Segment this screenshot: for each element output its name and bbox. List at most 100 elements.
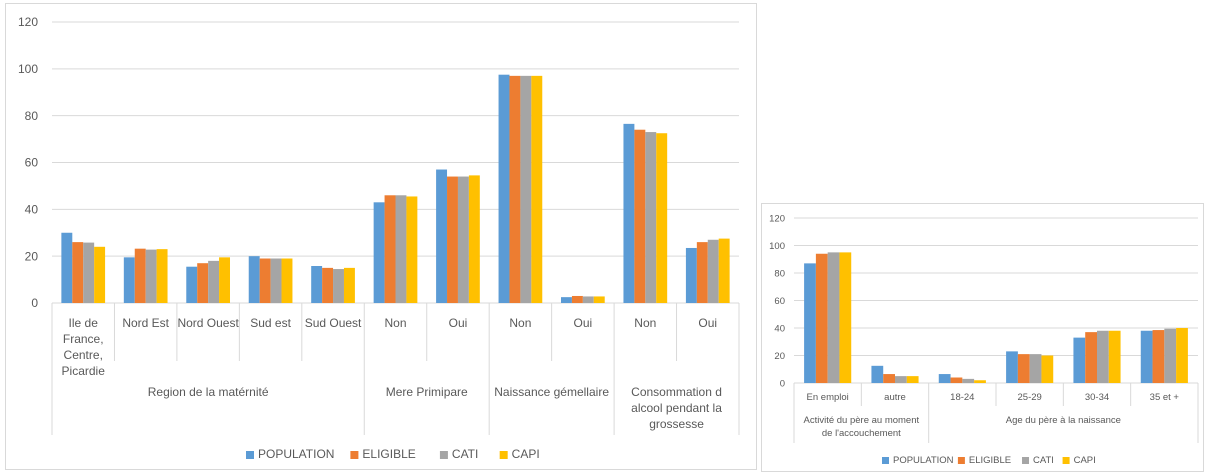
bar bbox=[145, 249, 157, 303]
bar bbox=[696, 242, 708, 303]
bar bbox=[498, 74, 510, 303]
bar bbox=[384, 195, 396, 303]
legend-label: ELIGIBLE bbox=[969, 455, 1011, 466]
legend-label: ELIGIBLE bbox=[362, 447, 415, 461]
chart-panel-father: 0 20 40 60 80 100 120 En emploi autre Activité du… bbox=[761, 203, 1204, 472]
y-tick-label: 20 bbox=[774, 351, 785, 362]
bar bbox=[1164, 328, 1177, 383]
bar bbox=[871, 365, 884, 383]
bar bbox=[593, 296, 605, 303]
bar bbox=[520, 75, 532, 303]
bar bbox=[1006, 351, 1018, 383]
y-tick-label: 120 bbox=[18, 15, 38, 29]
category-label: Nord Ouest bbox=[177, 316, 239, 330]
y-tick-label: 0 bbox=[780, 378, 785, 389]
bar bbox=[561, 297, 572, 303]
category-label: Sud est bbox=[250, 316, 291, 330]
y-tick-label: 60 bbox=[774, 296, 785, 307]
category-label: Picardie bbox=[62, 364, 106, 378]
bar bbox=[1176, 328, 1188, 383]
category-label: 18-24 bbox=[950, 392, 974, 403]
y-tick-label: 100 bbox=[769, 241, 785, 252]
legend-swatch bbox=[882, 457, 889, 464]
bar bbox=[1017, 354, 1030, 383]
bar bbox=[123, 257, 135, 303]
bar bbox=[634, 129, 646, 303]
chart-panel-main: 0 20 40 60 80 100 120 Ile de France, Centre, Picar… bbox=[5, 3, 757, 470]
bar bbox=[248, 256, 260, 303]
bar bbox=[468, 175, 480, 303]
bar bbox=[815, 253, 828, 383]
bar bbox=[839, 252, 852, 383]
category-label: Sud Ouest bbox=[305, 316, 362, 330]
legend-swatch bbox=[1022, 457, 1030, 464]
category-label: Non bbox=[384, 316, 406, 330]
bar bbox=[656, 133, 668, 303]
bar bbox=[134, 248, 146, 303]
legend-swatch bbox=[1062, 457, 1070, 464]
bar bbox=[623, 123, 635, 303]
y-tick-label: 80 bbox=[25, 109, 39, 123]
y-tick-label: 0 bbox=[31, 296, 38, 310]
bar bbox=[186, 266, 198, 303]
legend-label: CATI bbox=[1033, 455, 1054, 466]
bar bbox=[208, 260, 220, 303]
bar bbox=[950, 377, 963, 383]
bar bbox=[962, 378, 975, 383]
bar bbox=[94, 246, 106, 303]
bar bbox=[974, 380, 986, 383]
legend-label: CAPI bbox=[1074, 455, 1096, 466]
bar bbox=[1085, 332, 1097, 383]
bar bbox=[259, 258, 271, 303]
legend-swatch bbox=[499, 451, 508, 459]
bar bbox=[707, 239, 719, 303]
bar bbox=[827, 252, 840, 383]
bar bbox=[373, 202, 385, 303]
bar bbox=[895, 376, 907, 383]
legend-swatch bbox=[246, 451, 254, 459]
bar bbox=[281, 258, 293, 303]
group-label: Mere Primipare bbox=[386, 385, 468, 399]
y-tick-label: 40 bbox=[25, 203, 39, 217]
bar bbox=[645, 132, 657, 303]
bar bbox=[311, 266, 323, 303]
group-label: Naissance gémellaire bbox=[494, 385, 609, 399]
bar bbox=[436, 169, 448, 303]
category-label: France, bbox=[63, 332, 104, 346]
y-tick-label: 20 bbox=[25, 249, 39, 263]
category-label: Nord Est bbox=[122, 316, 169, 330]
group-label: Consommation d bbox=[631, 385, 722, 399]
bar bbox=[1073, 337, 1086, 383]
y-tick-label: 80 bbox=[774, 268, 785, 279]
bar bbox=[1097, 330, 1109, 383]
group-label: de l'accouchement bbox=[822, 428, 901, 439]
bar bbox=[804, 263, 816, 383]
category-label: 35 et + bbox=[1150, 392, 1180, 403]
bar bbox=[270, 258, 282, 303]
category-label: autre bbox=[884, 392, 906, 403]
legend-swatch bbox=[439, 451, 448, 459]
chart-father-svg: 0 20 40 60 80 100 120 En emploi autre Activité du… bbox=[769, 213, 1199, 466]
category-label: Centre, bbox=[64, 348, 103, 362]
bar bbox=[1152, 330, 1165, 383]
bar bbox=[447, 176, 458, 303]
category-label: Oui bbox=[449, 316, 468, 330]
bar bbox=[906, 376, 919, 383]
group-label: Region de la matérnité bbox=[148, 385, 269, 399]
legend-label: CAPI bbox=[512, 447, 540, 461]
bar bbox=[83, 242, 95, 303]
y-tick-label: 100 bbox=[18, 62, 38, 76]
bar bbox=[61, 232, 73, 303]
bar bbox=[343, 267, 355, 303]
group-label: Activité du père au moment bbox=[804, 415, 920, 426]
legend-swatch bbox=[957, 457, 965, 464]
bar bbox=[1108, 330, 1121, 383]
category-label: Ile de bbox=[69, 316, 99, 330]
bar bbox=[938, 374, 951, 383]
bar bbox=[322, 267, 334, 303]
y-tick-label: 120 bbox=[769, 213, 785, 224]
group-label: alcool pendant la bbox=[631, 401, 722, 415]
bar bbox=[72, 242, 84, 303]
group-label: Age du père à la naissance bbox=[1006, 415, 1121, 426]
legend-label: POPULATION bbox=[258, 447, 334, 461]
